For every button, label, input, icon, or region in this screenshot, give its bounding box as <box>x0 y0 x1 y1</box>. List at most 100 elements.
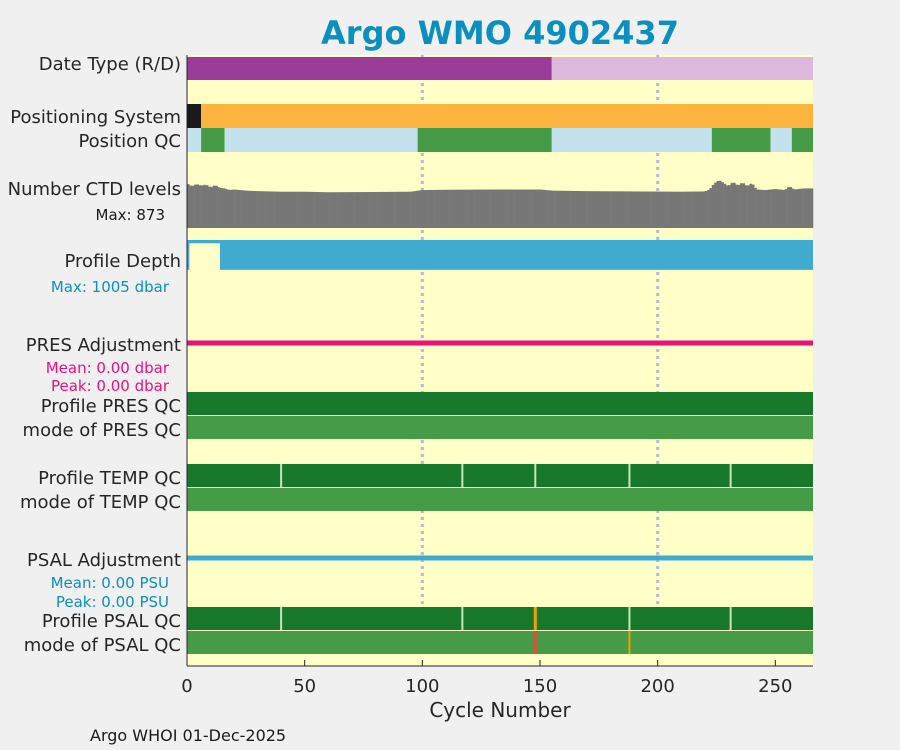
ctd-bar <box>561 190 564 228</box>
ctd-bar <box>387 191 390 228</box>
ctd-bar <box>196 184 200 228</box>
ctd-bar <box>271 191 275 228</box>
ctd-bar <box>535 189 538 228</box>
ctd-bar <box>474 189 477 228</box>
ctd-bar <box>572 190 576 228</box>
ctd-bar <box>624 191 628 228</box>
ctd-bar <box>577 191 581 228</box>
psal-qc-mode-bar <box>187 631 813 654</box>
ctd-bar <box>217 187 221 228</box>
ctd-bar <box>252 190 256 228</box>
row-labels: Date Type (R/D) Positioning System Positio… <box>8 54 181 656</box>
ctd-bar <box>638 191 642 228</box>
position-qc-segment-5 <box>711 128 771 152</box>
ctd-bar <box>681 191 684 228</box>
profile-depth-shallow-0 <box>189 243 220 271</box>
ctd-bar <box>667 191 670 228</box>
ctd-bar <box>521 189 524 228</box>
ctd-bar <box>704 190 708 228</box>
x-axis-label: Cycle Number <box>429 698 571 722</box>
ctd-bar <box>620 191 623 228</box>
ctd-bar <box>488 189 491 228</box>
ctd-bar <box>747 185 750 228</box>
ctd-bar <box>780 189 783 228</box>
ctd-bar <box>803 188 807 228</box>
ctd-bar <box>224 188 228 228</box>
ctd-bar <box>537 189 541 228</box>
ctd-bar <box>457 189 461 228</box>
ctd-bar <box>337 192 341 228</box>
ctd-bar <box>347 192 350 228</box>
ctd-bar <box>540 189 543 228</box>
ctd-bar <box>558 190 562 228</box>
ctd-bar <box>379 191 383 228</box>
ctd-bar <box>302 191 305 228</box>
ctd-bar <box>523 189 527 228</box>
ctd-bar <box>754 187 757 228</box>
ctd-bar <box>241 190 244 228</box>
ctd-bar <box>445 189 449 228</box>
x-tick-label-250: 250 <box>758 676 792 697</box>
ctd-bar <box>808 188 811 228</box>
ctd-bar <box>563 190 567 228</box>
ctd-bar <box>434 189 437 228</box>
ctd-bar <box>683 191 687 228</box>
profile-depth-area <box>187 240 813 270</box>
x-tick-label-50: 50 <box>293 676 316 697</box>
psal-qc-profile-bad <box>533 607 537 630</box>
ctd-bar <box>657 191 661 228</box>
ctd-bar <box>669 191 673 228</box>
ctd-bar <box>568 190 571 228</box>
ctd-bar <box>507 189 510 228</box>
ctd-bar <box>391 191 395 228</box>
ctd-bar <box>377 191 381 228</box>
ctd-bar <box>292 191 296 228</box>
ctd-bar <box>594 191 597 228</box>
ctd-bar <box>775 189 778 228</box>
ctd-bar <box>321 192 324 228</box>
date-type-segment-1 <box>551 57 813 80</box>
ctd-bar <box>575 190 578 228</box>
ctd-bar <box>791 188 795 228</box>
ctd-bar <box>784 189 788 228</box>
ctd-bar <box>554 190 557 228</box>
position-qc-segment-2 <box>224 128 418 152</box>
ctd-bar <box>615 191 618 228</box>
ctd-bar <box>412 191 416 228</box>
ctd-bar <box>394 191 397 228</box>
ctd-bar <box>354 192 357 228</box>
x-tick-label-150: 150 <box>523 676 557 697</box>
ctd-bar <box>735 184 738 228</box>
ctd-bar <box>259 191 263 228</box>
ctd-bar <box>398 191 402 228</box>
ctd-bar <box>372 191 376 228</box>
ctd-bar <box>189 185 193 228</box>
ctd-bar <box>342 192 345 228</box>
ctd-bar <box>749 183 753 228</box>
position-qc-segment-4 <box>551 128 712 152</box>
x-tick-label-0: 0 <box>181 676 192 697</box>
position-qc-segment-6 <box>770 128 792 152</box>
ctd-bar <box>737 184 741 228</box>
ctd-bar <box>422 190 425 228</box>
ctd-bar <box>596 191 600 228</box>
psal-qc-mode-bad-red <box>533 631 537 654</box>
ctd-bar <box>375 191 378 228</box>
ctd-bar <box>269 191 273 228</box>
ctd-bar <box>318 192 322 228</box>
ctd-bar <box>436 189 440 228</box>
ctd-bar <box>299 191 303 228</box>
ctd-bar <box>323 192 327 228</box>
ctd-bar <box>365 192 369 228</box>
ctd-bar <box>339 192 343 228</box>
temp-qc-profile-break <box>280 464 283 487</box>
ctd-bar <box>530 189 534 228</box>
ctd-bar <box>768 189 771 228</box>
ctd-bar <box>758 189 762 228</box>
position-qc-segment-3 <box>417 128 552 152</box>
ctd-bar <box>203 184 207 228</box>
psal-qc-profile-break <box>280 607 283 630</box>
ctd-bar <box>309 191 313 228</box>
ctd-bar <box>469 189 473 228</box>
ctd-bar <box>502 189 506 228</box>
